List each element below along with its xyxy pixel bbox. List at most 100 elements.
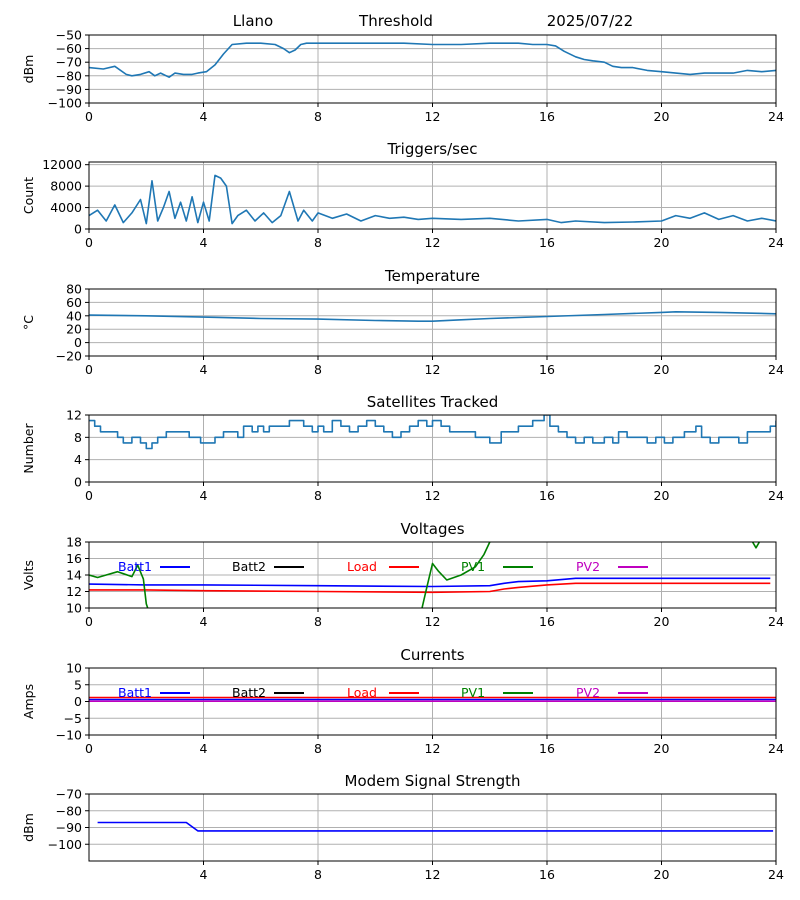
- y-tick-label: 60: [66, 295, 82, 310]
- y-tick-label: 0: [74, 475, 82, 490]
- x-tick-label: 8: [314, 867, 322, 882]
- y-tick-label: −60: [56, 41, 82, 56]
- y-tick-label: −5: [64, 711, 82, 726]
- x-tick-label: 16: [539, 614, 555, 629]
- series-line-0: [89, 310, 776, 323]
- y-tick-label: 40: [66, 308, 82, 323]
- x-tick-label: 12: [425, 235, 441, 250]
- y-tick-label: 4000: [50, 200, 82, 215]
- y-tick-label: −100: [48, 96, 82, 111]
- x-tick-label: 20: [654, 109, 670, 124]
- chart-signal: 0 4 8 12 16 20 24 −100−90−80−70−60−50 dBm: [21, 28, 784, 125]
- y-tick-label: 14: [66, 568, 82, 583]
- y-tick-label: 0: [74, 222, 82, 237]
- x-tick-label: 16: [539, 235, 555, 250]
- chart-title: Temperature: [384, 267, 480, 285]
- series-pv1-2: [89, 564, 149, 608]
- chart-title: Modem Signal Strength: [345, 772, 521, 790]
- station-name: Llano: [233, 12, 273, 30]
- x-tick-label: 0: [85, 109, 93, 124]
- y-tick-label: −90: [56, 820, 82, 835]
- x-tick-label: 24: [768, 488, 784, 503]
- y-tick-label: −70: [56, 787, 82, 802]
- report-date: 2025/07/22: [547, 12, 633, 30]
- x-tick-label: 20: [654, 362, 670, 377]
- x-tick-label: 8: [314, 109, 322, 124]
- series-line-0: [89, 42, 776, 78]
- y-axis-label: Volts: [21, 560, 36, 590]
- y-tick-label: 20: [66, 322, 82, 337]
- x-tick-label: 4: [200, 614, 208, 629]
- x-tick-label: 16: [539, 109, 555, 124]
- trigger-mode: Threshold: [358, 12, 433, 30]
- chart-title: Currents: [400, 646, 464, 664]
- x-tick-label: 20: [654, 614, 670, 629]
- legend-label: Load: [347, 685, 377, 700]
- y-tick-label: 18: [66, 535, 82, 550]
- x-tick-label: 24: [768, 109, 784, 124]
- y-tick-label: −80: [56, 803, 82, 818]
- x-tick-label: 16: [539, 741, 555, 756]
- x-tick-label: 12: [425, 741, 441, 756]
- x-tick-label: 8: [314, 235, 322, 250]
- series-pv1-4: [751, 542, 761, 549]
- y-tick-label: −70: [56, 55, 82, 70]
- series-pv1-3: [421, 542, 492, 608]
- y-tick-label: 4: [74, 452, 82, 467]
- x-tick-label: 12: [425, 362, 441, 377]
- series-load-1: [89, 582, 771, 594]
- y-axis-label: °C: [21, 315, 36, 330]
- y-tick-label: 80: [66, 282, 82, 297]
- x-tick-label: 24: [768, 362, 784, 377]
- y-tick-label: −10: [56, 728, 82, 743]
- y-tick-label: 10: [66, 661, 82, 676]
- chart-title: Triggers/sec: [387, 140, 478, 158]
- x-tick-label: 8: [314, 614, 322, 629]
- x-tick-label: 24: [768, 614, 784, 629]
- x-tick-label: 0: [85, 614, 93, 629]
- x-tick-label: 12: [425, 488, 441, 503]
- x-tick-label: 8: [314, 362, 322, 377]
- x-tick-label: 16: [539, 488, 555, 503]
- x-tick-label: 20: [654, 235, 670, 250]
- x-tick-label: 8: [314, 488, 322, 503]
- x-tick-label: 12: [425, 614, 441, 629]
- y-axis-label: Count: [21, 177, 36, 214]
- x-tick-label: 20: [654, 867, 670, 882]
- legend-label: PV2: [576, 685, 600, 700]
- x-tick-label: 8: [314, 741, 322, 756]
- x-tick-label: 4: [200, 362, 208, 377]
- x-tick-label: 20: [654, 488, 670, 503]
- y-axis-label: Number: [21, 423, 36, 474]
- y-tick-label: 12: [66, 584, 82, 599]
- y-tick-label: 5: [74, 677, 82, 692]
- series-batt1-0: [89, 577, 771, 588]
- legend-label: Batt1: [118, 685, 152, 700]
- series-line-0: [97, 821, 774, 832]
- y-tick-label: −50: [56, 28, 82, 43]
- y-tick-label: −80: [56, 68, 82, 83]
- y-tick-label: 12: [66, 408, 82, 423]
- x-tick-label: 24: [768, 867, 784, 882]
- series-line-0: [89, 415, 776, 450]
- legend-label: PV1: [461, 685, 485, 700]
- legend-label: Batt2: [232, 559, 266, 574]
- x-tick-label: 16: [539, 362, 555, 377]
- x-tick-label: 0: [85, 741, 93, 756]
- x-tick-label: 4: [200, 867, 208, 882]
- series-line-0: [89, 174, 776, 225]
- x-tick-label: 4: [200, 109, 208, 124]
- y-tick-label: 8: [74, 430, 82, 445]
- x-tick-label: 4: [200, 741, 208, 756]
- x-tick-label: 20: [654, 741, 670, 756]
- y-axis-label: Amps: [21, 684, 36, 719]
- x-tick-label: 0: [85, 488, 93, 503]
- x-tick-label: 24: [768, 741, 784, 756]
- chart-title: Voltages: [400, 520, 464, 538]
- x-tick-label: 24: [768, 235, 784, 250]
- y-tick-label: 10: [66, 601, 82, 616]
- legend-label: PV1: [461, 559, 485, 574]
- chart-title: Satellites Tracked: [367, 393, 498, 411]
